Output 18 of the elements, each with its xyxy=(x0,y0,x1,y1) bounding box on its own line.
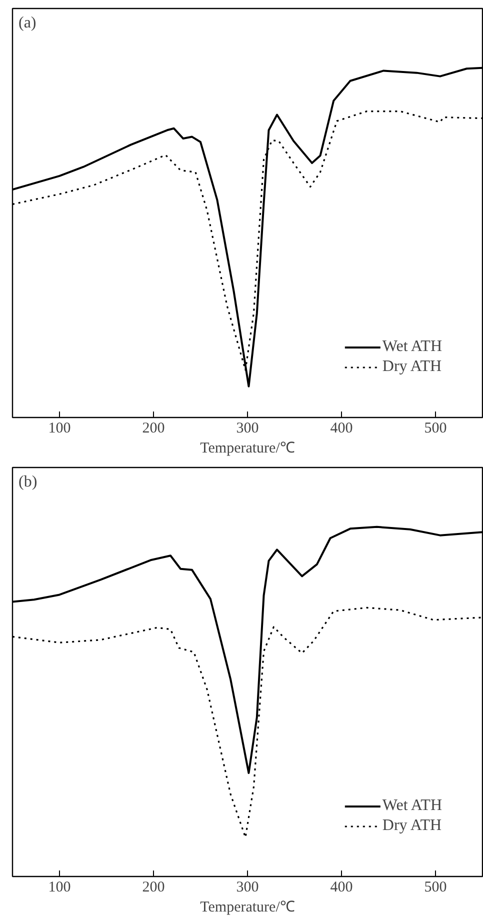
x-axis-title: Temperature/℃ xyxy=(200,440,295,456)
legend-label: Dry ATH xyxy=(382,358,442,376)
x-tick-label: 200 xyxy=(142,420,165,436)
x-tick-label: 100 xyxy=(48,880,71,896)
legend-label: Wet ATH xyxy=(382,338,442,356)
x-tick-label: 100 xyxy=(48,420,71,436)
x-tick-label: 500 xyxy=(424,420,447,436)
x-tick-label: 400 xyxy=(330,420,353,436)
legend-label: Dry ATH xyxy=(382,817,442,835)
text: (b) xyxy=(18,474,38,490)
legend-label: Wet ATH xyxy=(382,797,442,815)
x-tick-label: 500 xyxy=(424,880,447,896)
x-tick-label: 300 xyxy=(236,880,259,896)
x-axis-title: Temperature/℃ xyxy=(200,900,295,916)
x-tick-label: 300 xyxy=(236,420,259,436)
x-tick-label: 400 xyxy=(330,880,353,896)
x-tick-label: 200 xyxy=(142,880,165,896)
text: (a) xyxy=(18,14,36,32)
